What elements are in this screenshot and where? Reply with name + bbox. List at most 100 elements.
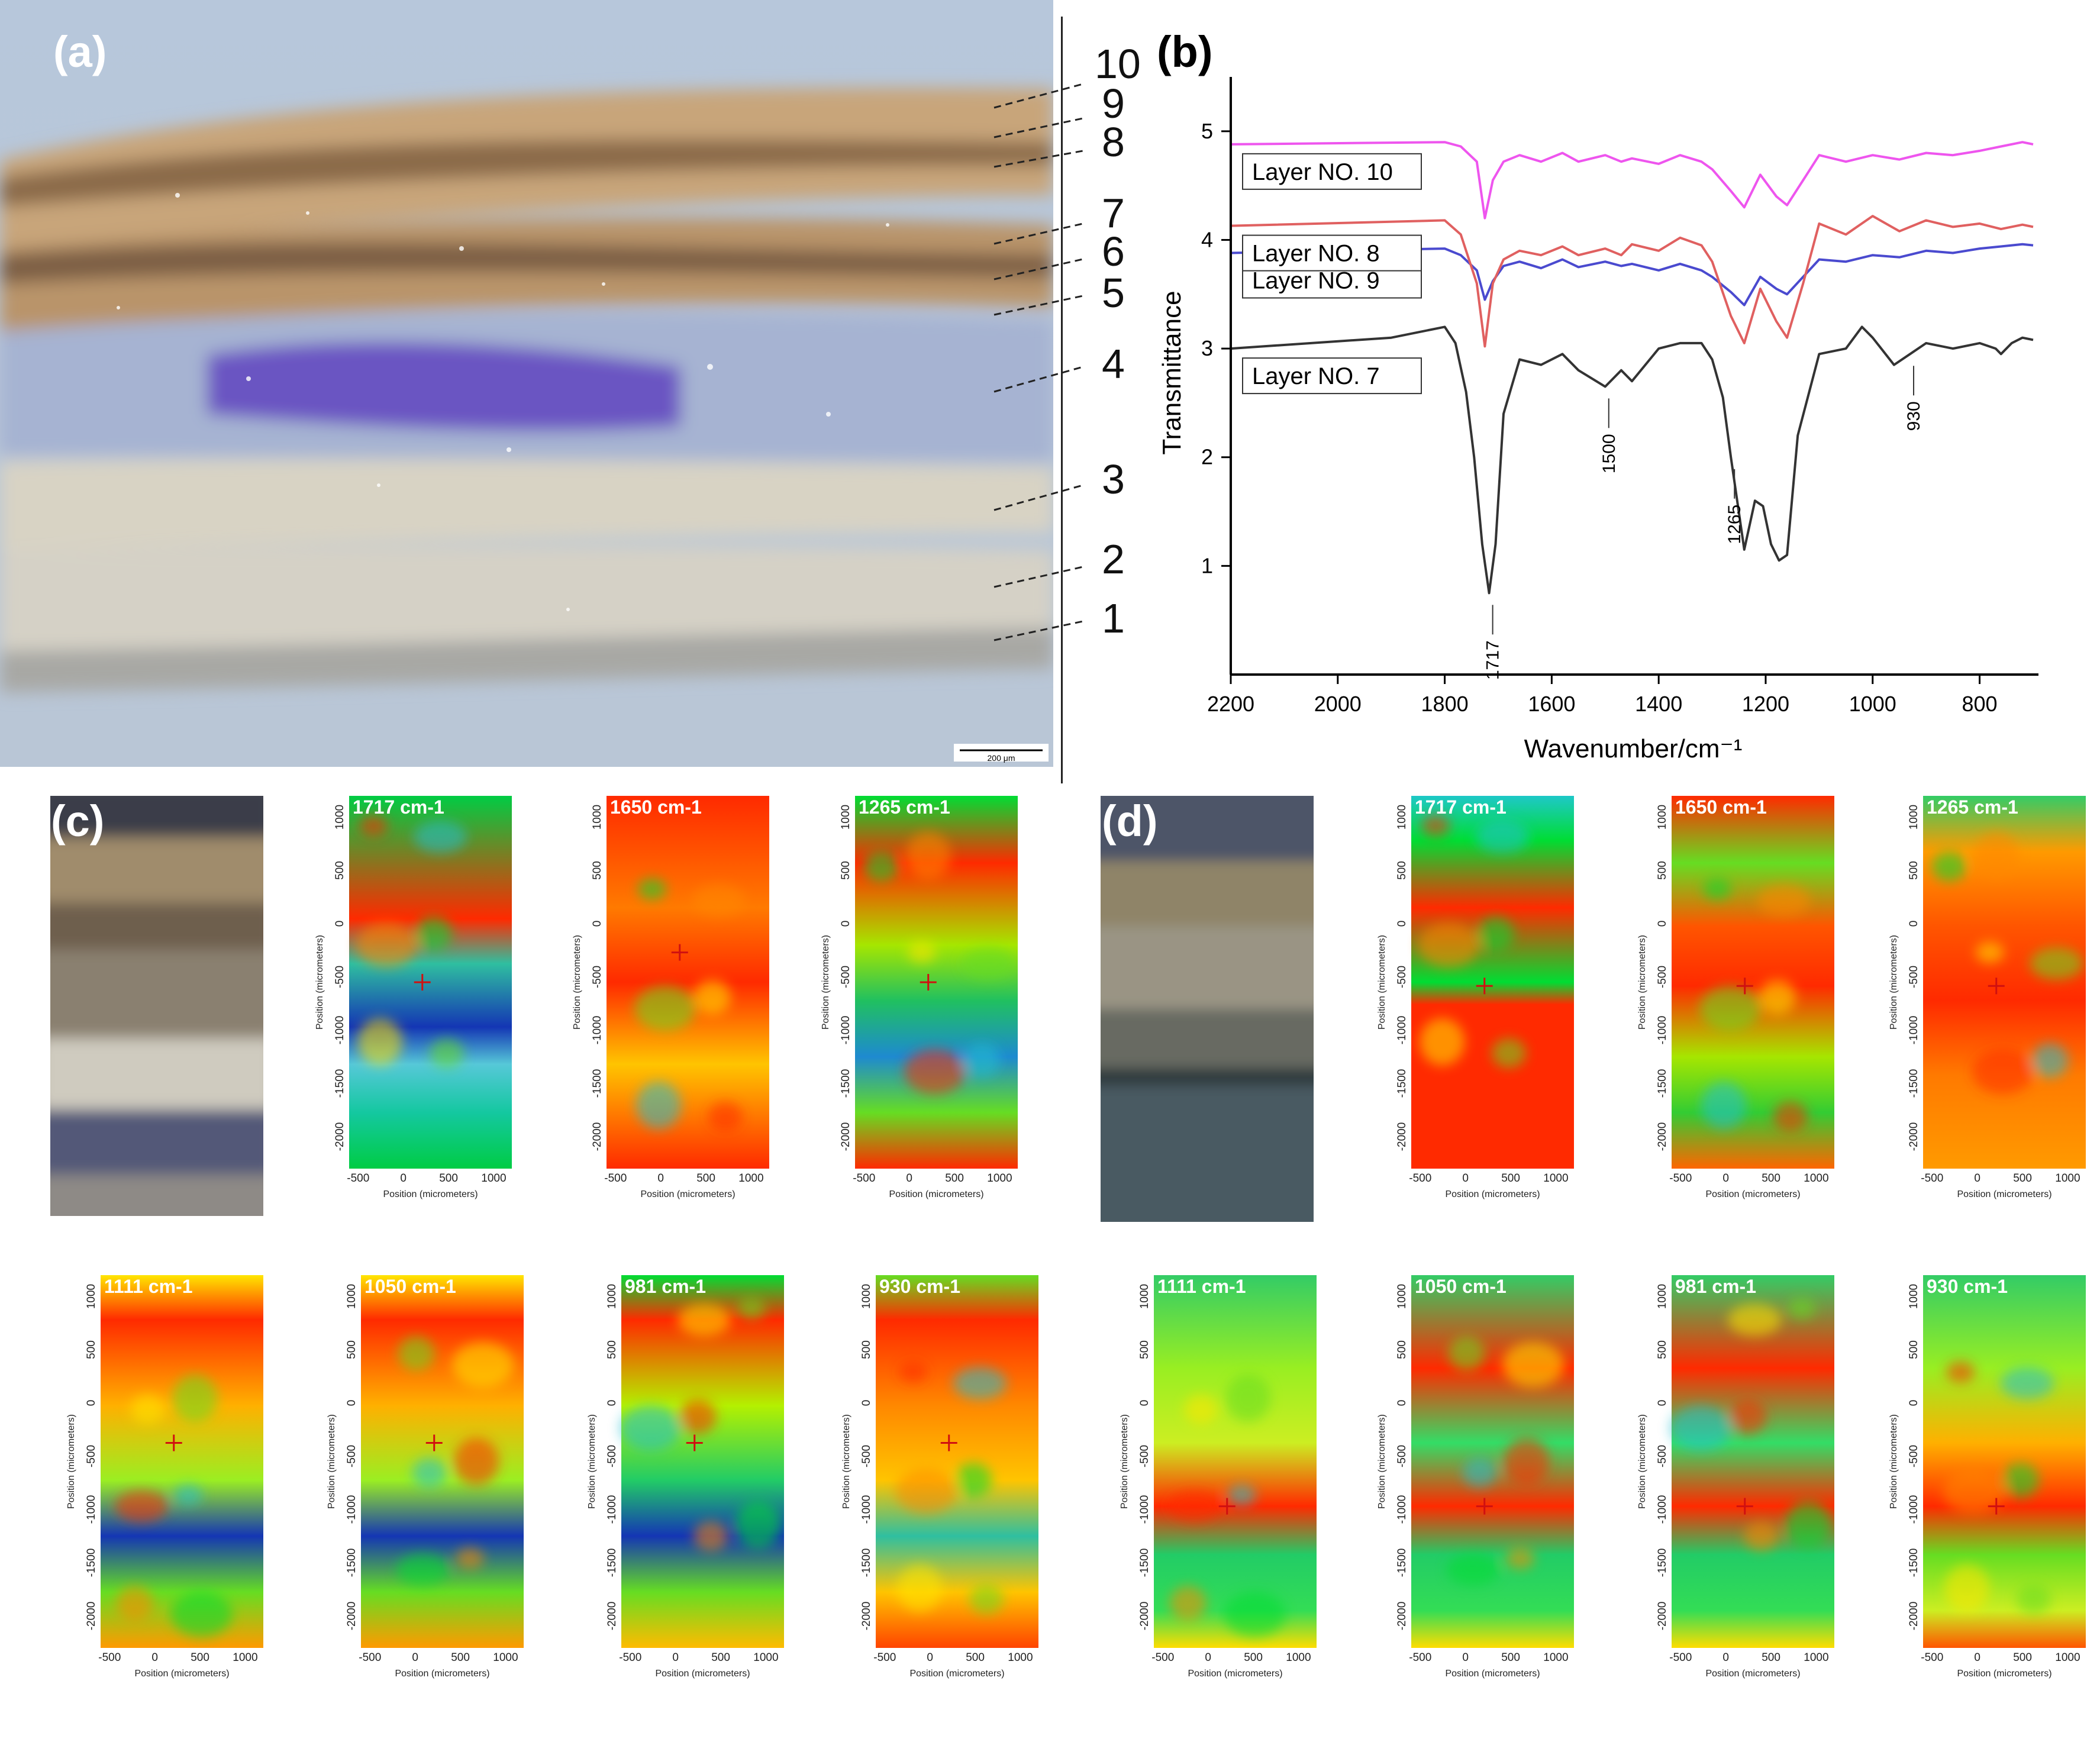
- map-x-tick-label: -500: [1669, 1172, 1692, 1185]
- map-x-tick-label: 1000: [1543, 1172, 1568, 1185]
- legend-box: [1242, 153, 1422, 190]
- map-y-tick-label: -1500: [840, 1069, 852, 1098]
- map-y-axis-label: Position (micrometers): [821, 935, 831, 1030]
- map-x-axis-label: Position (micrometers): [1445, 1189, 1540, 1199]
- panel-b-label: (b): [1157, 27, 1213, 76]
- map-y-tick-label: 1000: [840, 805, 852, 830]
- map-title: 1111 cm-1: [104, 1276, 192, 1297]
- map-y-axis-label: Position (micrometers): [587, 1414, 597, 1509]
- map-y-tick-label: -1500: [334, 1069, 346, 1098]
- map-y-tick-label: 0: [346, 1400, 358, 1406]
- map-y-tick-label: -500: [1138, 1445, 1151, 1467]
- map-y-tick-label: -2000: [334, 1122, 346, 1151]
- panel-a-label: (a): [53, 27, 107, 76]
- layer-label-2: 2: [1102, 536, 1125, 582]
- map-y-tick-label: -1500: [1908, 1549, 1920, 1578]
- map-x-tick-label: 500: [451, 1651, 470, 1664]
- map-y-tick-label: -500: [1396, 1445, 1408, 1467]
- map-y-tick-label: 1000: [591, 805, 604, 830]
- heatmap-d-1: -500 0 500 1000 Position (micrometers) 1000 50…: [1361, 796, 1574, 1210]
- map-y-tick-label: -1000: [85, 1495, 98, 1524]
- legend-label: Layer NO. 9: [1252, 267, 1380, 293]
- heatmap-d-4: -500 0 500 1000 Position (micrometers) 1000 50…: [1104, 1275, 1317, 1689]
- heatmap-field: [621, 1275, 784, 1648]
- map-x-tick-label: 1000: [1286, 1651, 1311, 1664]
- x-tick-label: 1600: [1528, 692, 1575, 716]
- map-y-tick-label: -1500: [1138, 1549, 1151, 1578]
- x-tick-label: 1400: [1635, 692, 1682, 716]
- map-y-tick-label: 1000: [1656, 805, 1669, 830]
- legend-label: Layer NO. 10: [1252, 159, 1393, 185]
- map-y-tick-label: 1000: [1656, 1284, 1669, 1309]
- x-tick-label: 1000: [1849, 692, 1896, 716]
- y-tick-label: 5: [1201, 119, 1213, 143]
- map-y-tick-label: -2000: [1908, 1122, 1920, 1151]
- layer-label-7: 7: [1102, 190, 1125, 236]
- map-x-tick-label: 0: [1974, 1172, 1980, 1185]
- map-y-tick-label: 500: [1138, 1340, 1151, 1359]
- map-y-tick-label: 1000: [85, 1284, 98, 1309]
- map-y-tick-label: -2000: [606, 1602, 618, 1631]
- map-x-axis-label: Position (micrometers): [909, 1669, 1004, 1679]
- map-y-tick-label: 500: [1908, 1340, 1920, 1359]
- map-x-axis-label: Position (micrometers): [655, 1669, 750, 1679]
- map-x-tick-label: 0: [1722, 1651, 1729, 1664]
- map-x-axis-label: Position (micrometers): [640, 1189, 735, 1199]
- map-x-tick-label: -500: [1921, 1172, 1943, 1185]
- ftir-spectra-chart: 2200 2000 1800 1600 1400 1200 1000 800 1 2 3 4 5 171…: [1157, 77, 2038, 763]
- panel-d-photo: [1101, 796, 1314, 1222]
- map-y-tick-label: 0: [1138, 1400, 1151, 1406]
- map-title: 1265 cm-1: [1927, 796, 2018, 818]
- y-tick-label: 2: [1201, 445, 1213, 469]
- map-y-tick-label: -1000: [1396, 1495, 1408, 1524]
- legend-box: [1242, 234, 1422, 272]
- map-x-tick-label: -500: [873, 1651, 896, 1664]
- map-x-axis-label: Position (micrometers): [134, 1669, 229, 1679]
- map-y-tick-label: -1500: [1396, 1549, 1408, 1578]
- map-y-axis-label: Position (micrometers): [1889, 1414, 1899, 1509]
- map-y-tick-label: 1000: [346, 1284, 358, 1309]
- y-axis-label: Transmittance: [1157, 291, 1186, 454]
- map-x-tick-label: 0: [1462, 1172, 1469, 1185]
- map-y-tick-label: 500: [1396, 861, 1408, 880]
- map-x-tick-label: -500: [1669, 1651, 1692, 1664]
- map-y-tick-label: -500: [1908, 1445, 1920, 1467]
- map-x-tick-label: 500: [966, 1651, 985, 1664]
- map-y-tick-label: -2000: [85, 1602, 98, 1631]
- map-x-axis-label: Position (micrometers): [1188, 1669, 1282, 1679]
- heatmap-field: [1411, 1275, 1574, 1648]
- map-y-tick-label: 500: [1908, 861, 1920, 880]
- legend-label: Layer NO. 8: [1252, 241, 1380, 267]
- map-y-tick-label: -1500: [606, 1549, 618, 1578]
- map-x-axis-label: Position (micrometers): [1705, 1669, 1800, 1679]
- map-x-tick-label: 1000: [2055, 1172, 2080, 1185]
- map-title: 1650 cm-1: [610, 796, 702, 818]
- map-y-tick-label: -2000: [1138, 1602, 1151, 1631]
- map-y-tick-label: -1000: [606, 1495, 618, 1524]
- map-y-tick-label: -1000: [1138, 1495, 1151, 1524]
- map-y-tick-label: -1500: [1908, 1069, 1920, 1098]
- map-y-tick-label: 0: [1656, 921, 1669, 927]
- x-tick-label: 2200: [1207, 692, 1254, 716]
- y-tick-label: 3: [1201, 336, 1213, 360]
- map-y-tick-label: -1500: [85, 1549, 98, 1578]
- map-y-tick-label: 500: [85, 1340, 98, 1359]
- map-y-tick-label: -500: [591, 966, 604, 988]
- map-x-tick-label: -500: [1921, 1651, 1943, 1664]
- panel-divider: [1061, 17, 1063, 783]
- annotation-label: 1717: [1483, 640, 1503, 680]
- heatmap-d-5: -500 0 500 1000 Position (micrometers) 1000 50…: [1361, 1275, 1574, 1689]
- map-y-tick-label: -1500: [1656, 1549, 1669, 1578]
- map-title: 1717 cm-1: [1415, 796, 1507, 818]
- map-x-tick-label: -500: [359, 1651, 381, 1664]
- map-y-tick-label: 0: [606, 1400, 618, 1406]
- heatmap-field: [607, 796, 769, 1169]
- map-y-tick-label: -2000: [1908, 1602, 1920, 1631]
- map-y-tick-label: -2000: [1396, 1602, 1408, 1631]
- map-y-tick-label: -500: [860, 1445, 873, 1467]
- map-x-tick-label: -500: [98, 1651, 121, 1664]
- layer-label-9: 9: [1102, 80, 1125, 127]
- map-title: 981 cm-1: [1675, 1276, 1756, 1297]
- map-y-tick-label: -1000: [1656, 1495, 1669, 1524]
- map-title: 1050 cm-1: [364, 1276, 456, 1297]
